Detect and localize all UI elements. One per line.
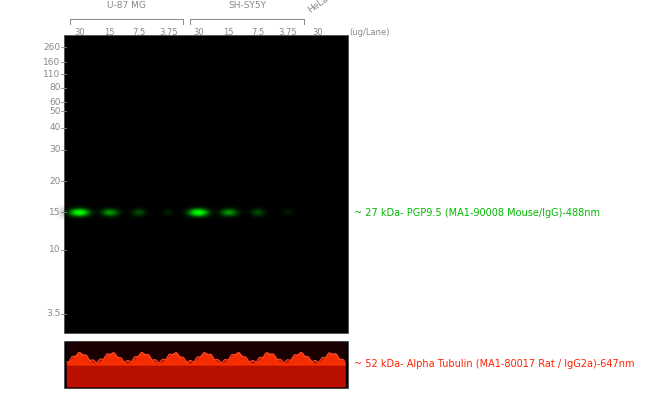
Text: U-87 MG: U-87 MG bbox=[107, 1, 146, 10]
Text: 3.75: 3.75 bbox=[159, 28, 177, 37]
Text: 7.5: 7.5 bbox=[252, 28, 265, 37]
Bar bbox=[64, 341, 348, 388]
Text: 80: 80 bbox=[49, 83, 60, 92]
Text: 40: 40 bbox=[49, 123, 60, 132]
Text: 160: 160 bbox=[43, 58, 60, 67]
Text: (ug/Lane): (ug/Lane) bbox=[350, 28, 390, 37]
Text: 50: 50 bbox=[49, 107, 60, 116]
Text: 3.5: 3.5 bbox=[46, 309, 60, 318]
Text: 15: 15 bbox=[224, 28, 234, 37]
Text: 20: 20 bbox=[49, 177, 60, 186]
Bar bbox=[64, 35, 348, 333]
Text: 15: 15 bbox=[104, 28, 114, 37]
Text: 260: 260 bbox=[44, 43, 60, 52]
Text: 60: 60 bbox=[49, 98, 60, 107]
Text: 30: 30 bbox=[49, 145, 60, 154]
Text: 110: 110 bbox=[43, 70, 60, 79]
Text: HeLa: HeLa bbox=[307, 0, 330, 15]
Text: 15: 15 bbox=[49, 208, 60, 217]
Text: ~ 27 kDa- PGP9.5 (MA1-90008 Mouse/IgG)-488nm: ~ 27 kDa- PGP9.5 (MA1-90008 Mouse/IgG)-4… bbox=[354, 208, 600, 218]
Text: 30: 30 bbox=[193, 28, 203, 37]
Text: ~ 52 kDa- Alpha Tubulin (MA1-80017 Rat / IgG2a)-647nm: ~ 52 kDa- Alpha Tubulin (MA1-80017 Rat /… bbox=[354, 359, 635, 370]
Text: 3.75: 3.75 bbox=[279, 28, 297, 37]
Text: SH-SY5Y: SH-SY5Y bbox=[228, 1, 266, 10]
Text: 7.5: 7.5 bbox=[132, 28, 145, 37]
Text: 30: 30 bbox=[313, 28, 323, 37]
Text: 10: 10 bbox=[49, 245, 60, 254]
Text: 30: 30 bbox=[74, 28, 85, 37]
